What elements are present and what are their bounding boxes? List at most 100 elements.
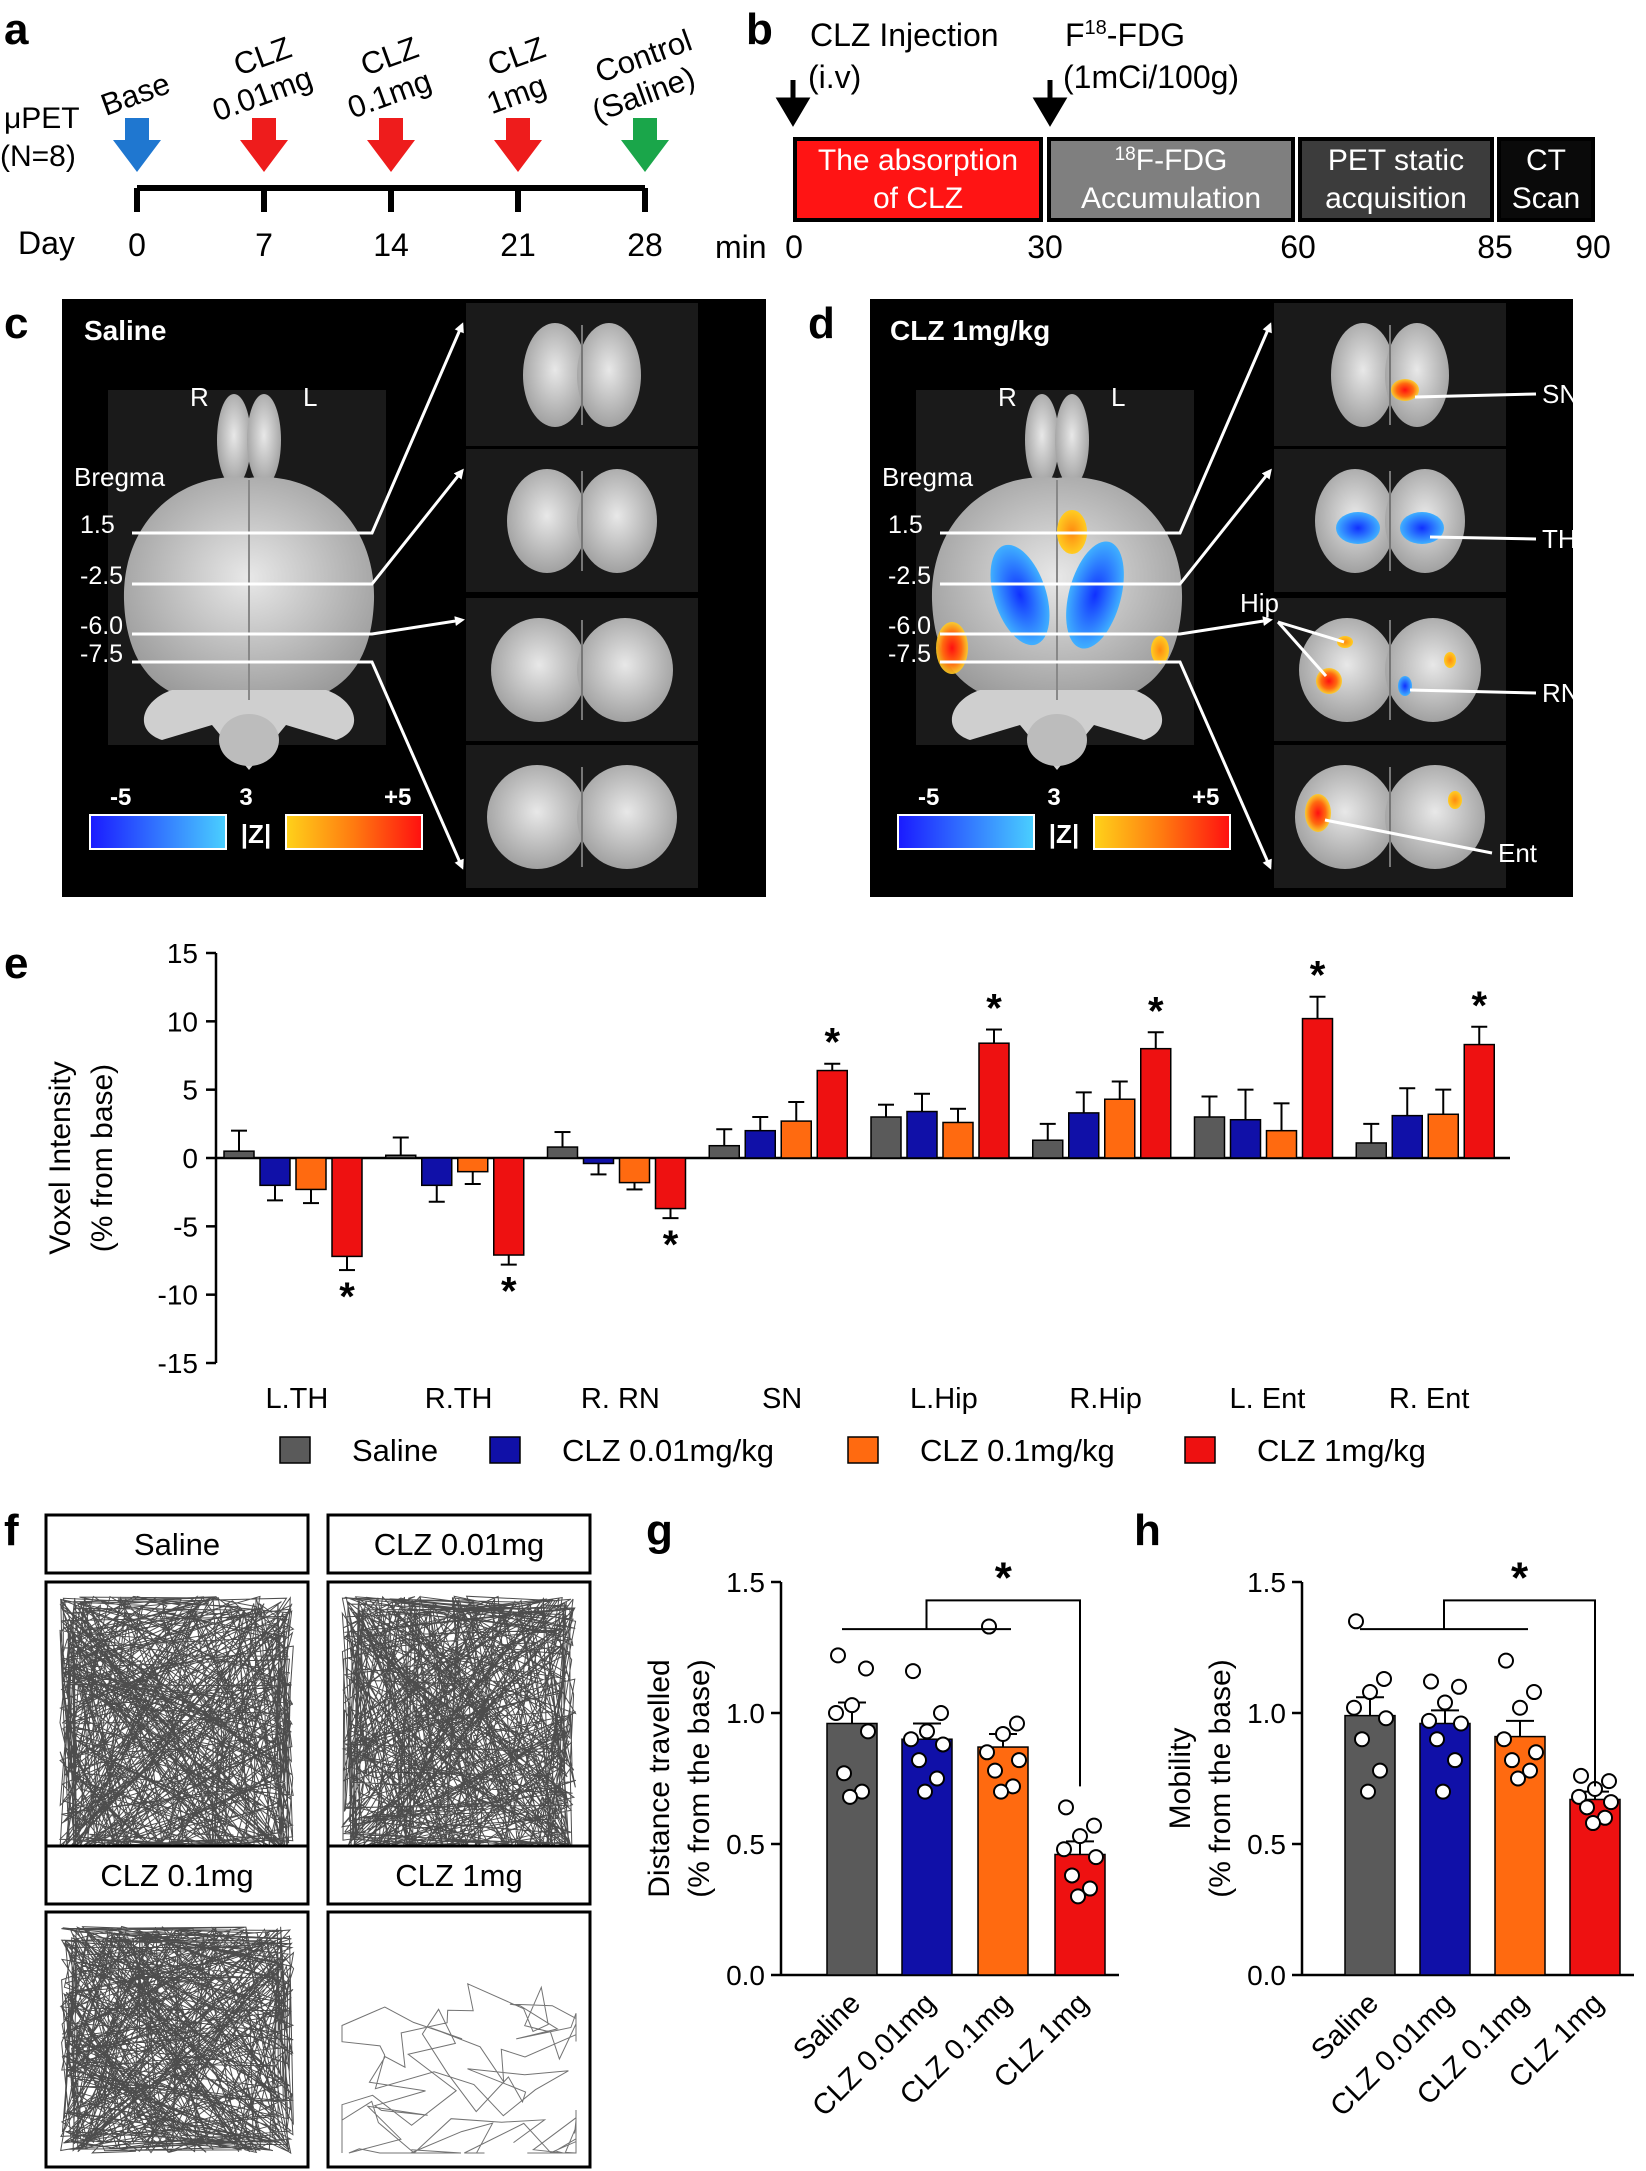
activation-ent	[1305, 794, 1331, 832]
data-point	[1522, 1762, 1538, 1779]
data-point	[1451, 1678, 1467, 1695]
legend-swatch	[279, 1436, 311, 1464]
data-point	[911, 1752, 927, 1769]
movement-track	[58, 1595, 295, 1858]
panel-label-a: a	[4, 5, 29, 54]
y-tick-label: 0.0	[1247, 1960, 1286, 1991]
bar	[654, 1157, 687, 1210]
deactivation-rn	[1398, 676, 1412, 696]
arena-box	[326, 1910, 592, 2169]
injection-label: CLZ Injection	[810, 17, 999, 53]
scale-max: +5	[1192, 784, 1219, 811]
y-tick-label: 0.5	[726, 1829, 765, 1860]
coronal-slice	[487, 765, 587, 869]
coronal-slice	[1385, 323, 1449, 427]
min-label: min	[715, 229, 767, 265]
data-point	[981, 1618, 997, 1635]
data-point	[860, 1723, 876, 1740]
legend-swatch	[847, 1436, 879, 1464]
data-point	[1360, 1783, 1376, 1800]
slice-pointer	[132, 616, 465, 636]
box-accumulation	[1047, 137, 1295, 222]
coronal-slice	[491, 618, 587, 722]
x-tick-label: R.Hip	[1069, 1383, 1142, 1415]
region-pointer	[1429, 535, 1537, 541]
box-accumulation-line2: Accumulation	[1081, 182, 1261, 215]
data-point	[1423, 1673, 1439, 1690]
y-tick-label: 0.5	[1247, 1829, 1286, 1860]
bar	[1391, 1114, 1423, 1159]
box-accumulation-sup: 18	[1115, 144, 1136, 165]
panel-label-g: g	[646, 1506, 673, 1555]
data-point	[1435, 1783, 1451, 1800]
data-point	[905, 1663, 921, 1680]
y-tick-label: 1.5	[726, 1567, 765, 1598]
data-point	[1528, 1744, 1544, 1761]
left-label: L	[1111, 382, 1125, 412]
slice-pointer	[940, 616, 1273, 636]
scale-z: |Z|	[1049, 819, 1079, 849]
significance-marker: *	[663, 1223, 679, 1267]
voxel-intensity-chart: -15 -10 -5 0 5 10 15 Voxel Intensity (% from bas…	[44, 938, 1510, 1468]
bar	[223, 1150, 255, 1159]
panel-a: a μPET (N=8) Day 0 7 14 21 28 BaseCLZ0.01mgC…	[0, 5, 700, 263]
data-point	[1372, 1762, 1388, 1779]
y-tick-label: 1.0	[726, 1698, 765, 1729]
pet-label: μPET	[4, 102, 80, 135]
activation-hip	[1316, 668, 1342, 694]
track-title: CLZ 0.1mg	[100, 1858, 253, 1893]
n-label: (N=8)	[0, 140, 76, 173]
panel-c-title: Saline	[84, 315, 166, 346]
bar	[906, 1110, 938, 1159]
region-pointer	[1276, 621, 1328, 677]
x-tick-label: L.Hip	[910, 1383, 978, 1415]
bar	[1265, 1129, 1298, 1159]
panel-label-e: e	[4, 939, 28, 988]
bar	[546, 1146, 579, 1159]
bregma-level: -2.5	[888, 562, 931, 590]
data-point	[828, 1705, 844, 1721]
data-point	[842, 1788, 858, 1805]
y-tick-label: 0	[182, 1143, 198, 1174]
box-ct	[1497, 137, 1595, 222]
panel-d: d CLZ 1mg/kg R L Bregma 1.5 -2.5 -6.0-7.5 -5 3 +…	[808, 299, 1580, 897]
tick-30: 30	[1027, 229, 1063, 265]
data-point	[929, 1770, 945, 1787]
coronal-slice	[577, 765, 677, 869]
movement-track	[59, 1925, 295, 2155]
y-tick-label: 15	[167, 938, 198, 969]
y-axis-label-2: (% from the base)	[683, 1659, 716, 1897]
data-point	[1088, 1849, 1104, 1866]
bregma-level: -6.0	[80, 612, 123, 640]
panel-f: f Saline CLZ 0.01mg CLZ 0.1mg CLZ 1mg	[4, 1506, 592, 2169]
x-tick-label: SN	[762, 1383, 802, 1415]
data-point	[1496, 1731, 1512, 1748]
panel-d-title: CLZ 1mg/kg	[890, 315, 1050, 346]
bar	[1104, 1098, 1136, 1159]
data-point	[1421, 1712, 1437, 1729]
coronal-slice	[507, 469, 587, 573]
significance-bracket	[1443, 1599, 1596, 1787]
bar	[744, 1129, 776, 1159]
box-pet-line2: acquisition	[1325, 182, 1467, 215]
legend-label: CLZ 0.01mg/kg	[562, 1433, 774, 1468]
data-point	[1526, 1684, 1542, 1701]
y-axis-label: Voxel Intensity	[44, 1061, 77, 1254]
coronal-slice	[1295, 765, 1395, 869]
bar	[1054, 1853, 1106, 1976]
coronal-slice	[577, 618, 673, 722]
dose-arrow-icon	[367, 118, 415, 172]
bar	[1463, 1043, 1495, 1159]
day-value: 7	[255, 227, 273, 263]
scale-positive	[1093, 814, 1231, 850]
significance-marker: *	[824, 1021, 840, 1065]
deactivation-th	[990, 544, 1050, 646]
box-absorption	[793, 137, 1043, 222]
coronal-slices-saline	[132, 303, 698, 888]
significance-marker: *	[501, 1270, 517, 1314]
scale-min: -5	[918, 784, 939, 811]
data-point	[1346, 1699, 1362, 1716]
activation-sn	[1391, 379, 1419, 401]
data-point	[1512, 1699, 1528, 1716]
